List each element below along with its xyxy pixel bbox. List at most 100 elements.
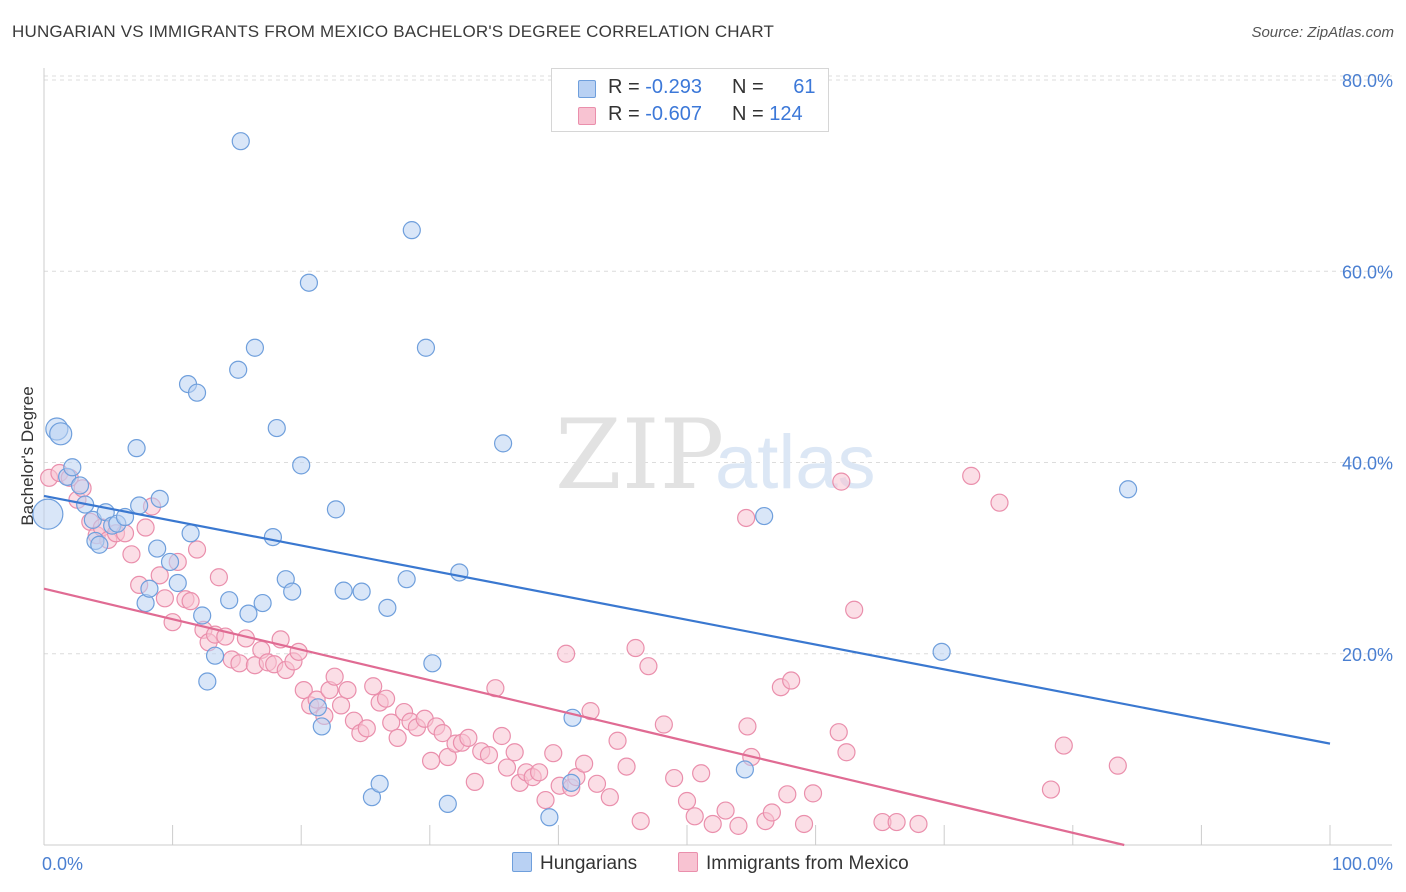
hungarian-point-57 <box>562 773 581 792</box>
mexico-point-103 <box>762 803 781 822</box>
mexico-point-99 <box>738 717 757 736</box>
mexico-point-113 <box>887 812 906 832</box>
y-axis-label: Bachelor's Degree <box>18 386 37 525</box>
mexico-point-76 <box>536 790 555 810</box>
mexico-point-90 <box>639 657 658 676</box>
mexico-point-118 <box>1054 736 1073 755</box>
mexico-point-15 <box>150 566 169 585</box>
mexico-point-60 <box>433 724 452 743</box>
hungarian-point-53 <box>450 563 469 582</box>
hungarian-point-26 <box>198 672 217 691</box>
mexico-point-105 <box>778 785 797 804</box>
hungarian-point-15 <box>130 496 149 515</box>
hungarian-point-49 <box>402 221 421 240</box>
hungarian-point-61 <box>1118 480 1138 499</box>
mexico-point-25 <box>209 568 228 587</box>
mexico-point-49 <box>364 677 383 696</box>
hungarian-point-20 <box>160 552 180 572</box>
mexico-point-13 <box>136 518 155 537</box>
mexico-point-61 <box>438 747 457 767</box>
hungarian-point-31 <box>239 604 258 623</box>
bottom-legend-mexico: Immigrants from Mexico <box>678 852 909 875</box>
hungarian-point-34 <box>263 527 283 547</box>
legend-swatch-blue <box>578 80 596 98</box>
mexico-point-91 <box>654 715 673 734</box>
bottom-legend-mexico-label: Immigrants from Mexico <box>706 853 909 874</box>
mexico-point-77 <box>544 744 563 763</box>
mexico-point-43 <box>325 667 344 686</box>
watermark: ZIP atlas <box>555 399 876 511</box>
mexico-trend-line <box>43 587 1125 847</box>
hungarian-point-50 <box>416 338 436 357</box>
chart-title: HUNGARIAN VS IMMIGRANTS FROM MEXICO BACH… <box>12 22 775 41</box>
mexico-point-48 <box>357 719 376 738</box>
hungarian-point-35 <box>267 418 286 438</box>
hungarian-point-44 <box>352 582 371 601</box>
mexico-point-107 <box>794 814 814 834</box>
hungarian-point-23 <box>181 524 200 543</box>
hungarian-point-32 <box>245 338 265 357</box>
y-tick-label-60: 60.0% <box>1342 262 1393 282</box>
legend-row-mexico: R = -0.607 N = 124 <box>552 101 828 129</box>
y-tick-label-40: 40.0% <box>1342 454 1393 474</box>
mexico-point-114 <box>909 814 928 834</box>
watermark-atlas: atlas <box>715 420 876 505</box>
hungarian-point-60 <box>932 642 951 661</box>
mexico-point-20 <box>181 592 200 611</box>
mexico-point-37 <box>289 642 308 661</box>
mexico-point-82 <box>575 754 594 773</box>
mexico-point-58 <box>421 751 441 770</box>
hungarian-point-18 <box>148 539 167 558</box>
bottom-legend-hungarians: Hungarians <box>512 852 637 875</box>
mexico-point-110 <box>837 743 856 762</box>
hungarian-point-59 <box>755 506 774 526</box>
x-tick-label-min: 0.0% <box>42 854 83 874</box>
hungarian-point-55 <box>540 808 559 827</box>
hungarian-point-25 <box>193 606 212 625</box>
hungarian-point-45 <box>362 788 382 807</box>
legend-r-mexico: R = -0.607 <box>608 103 702 125</box>
mexico-point-106 <box>782 671 801 690</box>
tick-labels: 20.0% 40.0% 60.0% 80.0% 0.0% 100.0% <box>42 71 1393 874</box>
hungarian-point-27 <box>205 646 225 665</box>
mexico-point-92 <box>665 768 684 788</box>
hungarian-point-24 <box>187 383 207 402</box>
legend-n-hungarians: N = 61 <box>732 76 816 98</box>
bottom-swatch-pink <box>678 852 698 872</box>
mexico-point-45 <box>338 680 357 700</box>
mexico-point-116 <box>990 493 1009 512</box>
mexico-point-21 <box>187 540 207 559</box>
hungarian-point-46 <box>370 774 389 793</box>
correlation-legend: R = -0.293 N = 61 R = -0.607 N = 124 <box>551 68 829 132</box>
axes <box>43 68 1392 846</box>
source-label: Source: ZipAtlas.com <box>1251 24 1394 41</box>
mexico-point-17 <box>163 613 182 632</box>
hungarian-point-21 <box>168 573 187 593</box>
hungarian-trend-line <box>43 494 1331 745</box>
hungarian-point-0 <box>32 498 64 530</box>
hungarian-point-28 <box>220 591 239 610</box>
legend-row-hungarians: R = -0.293 N = 61 <box>552 74 828 102</box>
mexico-point-85 <box>600 788 619 807</box>
hungarian-point-19 <box>150 489 169 508</box>
bottom-swatch-blue <box>512 852 532 872</box>
mexico-point-86 <box>608 731 627 750</box>
mexico-point-75 <box>530 763 549 782</box>
hungarian-point-58 <box>735 760 754 779</box>
mexico-point-16 <box>155 589 174 608</box>
mexico-point-83 <box>581 702 600 721</box>
hungarian-point-42 <box>326 500 346 519</box>
trend-lines <box>43 494 1331 847</box>
x-tick-label-max: 100.0% <box>1332 854 1393 874</box>
hungarian-point-48 <box>397 570 416 589</box>
mexico-point-117 <box>1041 780 1061 799</box>
hungarian-point-40 <box>308 698 328 717</box>
mexico-point-89 <box>631 811 650 831</box>
watermark-zip: ZIP <box>555 399 724 511</box>
legend-r-hungarians: R = -0.293 <box>608 76 702 98</box>
y-tick-label-20: 20.0% <box>1342 645 1393 665</box>
mexico-point-115 <box>962 466 981 485</box>
hungarian-point-17 <box>140 579 159 598</box>
hungarian-point-29 <box>229 360 248 379</box>
